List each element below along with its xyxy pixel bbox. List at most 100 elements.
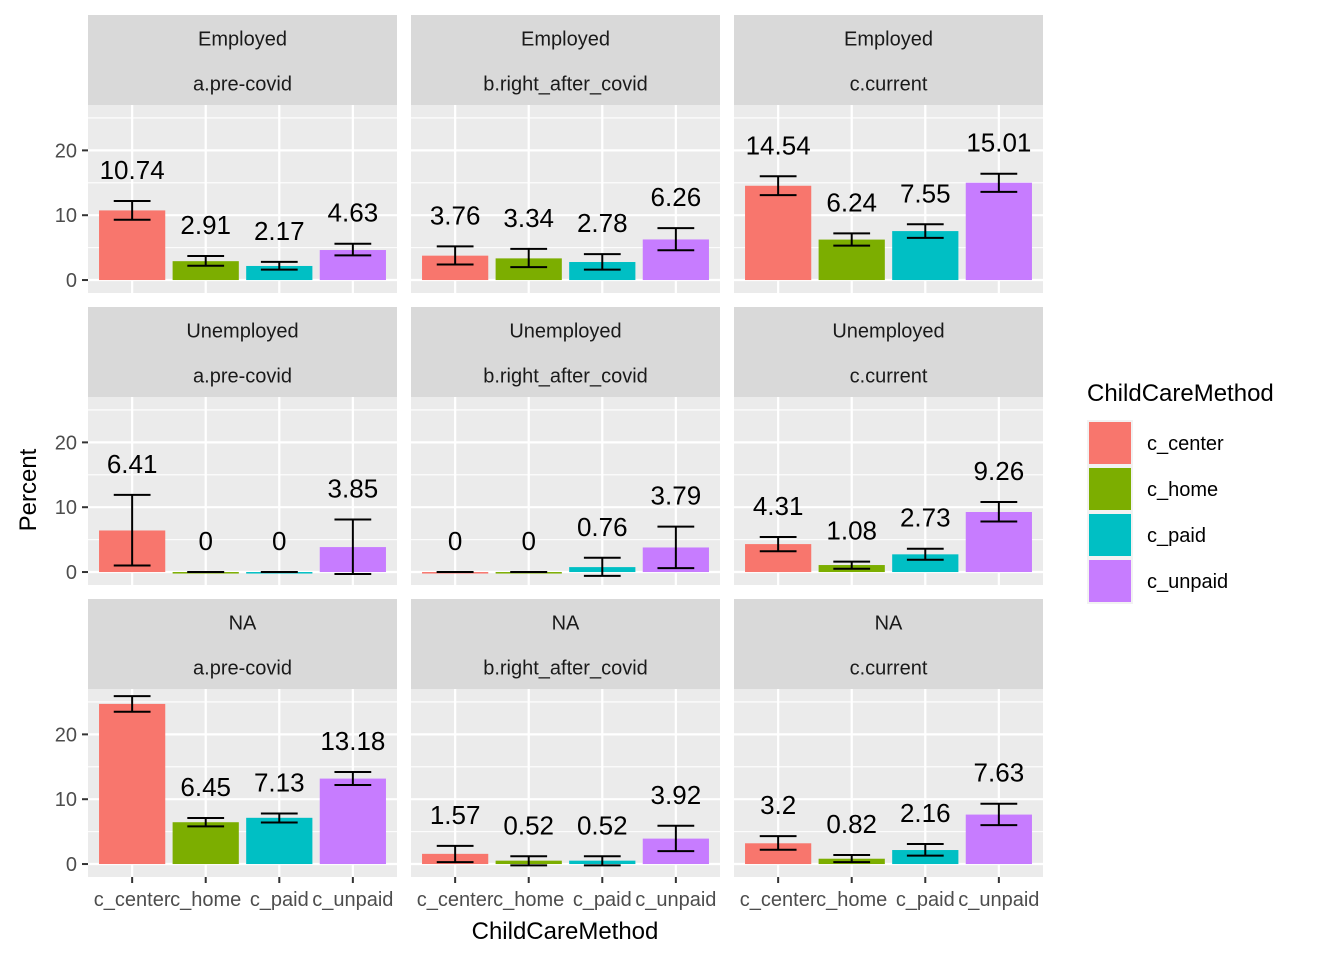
- x-tick-label: c_unpaid: [958, 889, 1039, 911]
- col-strip-label: c.current: [850, 74, 928, 96]
- data-label: 2.16: [900, 798, 951, 828]
- legend-entry-c_unpaid: c_unpaid: [1087, 558, 1228, 604]
- panel: Employed a.pre-covid 10.74 2.91 2.17 4.63: [88, 15, 397, 293]
- data-label: 1.57: [430, 800, 481, 830]
- error-bar-c_paid: [260, 260, 298, 271]
- bar-c_unpaid: [965, 182, 1032, 281]
- row-strip-label: NA: [229, 613, 257, 635]
- legend-label: c_paid: [1147, 525, 1206, 547]
- x-axis-title: ChildCareMethod: [472, 918, 659, 945]
- bar-c_paid: [892, 231, 959, 281]
- error-bar-c_center: [113, 695, 151, 713]
- panel: NA b.right_after_covid 1.57 0.52 0.52 3.92: [411, 599, 720, 877]
- row-strip: [88, 307, 397, 352]
- row-strip: [411, 599, 720, 644]
- data-label: 0.52: [503, 810, 554, 840]
- error-bar-c_unpaid: [980, 172, 1018, 193]
- error-bar-c_center: [436, 844, 474, 864]
- legend-swatch: [1089, 514, 1131, 556]
- row-strip-label: Unemployed: [186, 321, 298, 343]
- x-tick-label: c_unpaid: [312, 889, 393, 911]
- legend: ChildCareMethod c_center c_home c_paid c_un…: [1087, 380, 1274, 604]
- col-strip-label: b.right_after_covid: [483, 74, 648, 96]
- error-bar-c_home: [833, 232, 871, 247]
- row-strip: [734, 15, 1043, 60]
- error-bar-c_unpaid: [334, 770, 372, 786]
- col-strip-label: a.pre-covid: [193, 366, 292, 388]
- error-bar-c_paid: [583, 855, 621, 867]
- legend-label: c_center: [1147, 433, 1224, 455]
- y-tick-label: 20: [55, 140, 77, 162]
- error-bar-c_paid: [583, 253, 621, 271]
- data-label: 3.2: [760, 790, 796, 820]
- data-label: 2.78: [577, 208, 628, 238]
- data-label: 4.63: [328, 198, 379, 228]
- panel: Unemployed c.current 4.31 1.08 2.73 9.26: [734, 307, 1043, 585]
- data-label: 4.31: [753, 491, 804, 521]
- col-strip-label: c.current: [850, 658, 928, 680]
- x-tick-label: c_home: [816, 889, 887, 911]
- error-bar-c_center: [436, 245, 474, 266]
- data-label: 2.91: [180, 210, 231, 240]
- row-strip-label: Employed: [198, 29, 287, 51]
- error-bar-c_paid: [260, 812, 298, 824]
- y-tick-label: 20: [55, 724, 77, 746]
- col-strip-label: b.right_after_covid: [483, 658, 648, 680]
- error-bar-c_home: [187, 817, 225, 828]
- bar-c_paid: [569, 262, 636, 281]
- data-label: 6.45: [180, 772, 231, 802]
- error-bar-c_paid: [906, 842, 944, 857]
- data-label: 6.24: [826, 187, 877, 217]
- y-tick-label: 10: [55, 497, 77, 519]
- col-strip: [734, 352, 1043, 397]
- x-tick-label: c_center: [740, 889, 817, 911]
- data-label: 3.85: [328, 474, 379, 504]
- col-strip: [411, 644, 720, 689]
- col-strip-label: a.pre-covid: [193, 74, 292, 96]
- x-tick-label: c_center: [94, 889, 171, 911]
- error-bar-c_home: [510, 247, 548, 269]
- data-label: 2.73: [900, 503, 951, 533]
- col-strip: [411, 352, 720, 397]
- panel: Employed c.current 14.54 6.24 7.55 15.01: [734, 15, 1043, 293]
- legend-swatch: [1089, 422, 1131, 464]
- col-strip: [88, 60, 397, 105]
- error-bar-c_home: [833, 853, 871, 864]
- col-strip: [411, 60, 720, 105]
- error-bar-c_home: [187, 255, 225, 267]
- legend-label: c_home: [1147, 479, 1218, 501]
- row-strip-label: Unemployed: [509, 321, 621, 343]
- data-label: 6.41: [107, 449, 158, 479]
- x-tick-label: c_unpaid: [635, 889, 716, 911]
- data-label: 7.63: [974, 758, 1025, 788]
- bar-c_center: [99, 703, 166, 865]
- data-label: 3.76: [430, 200, 481, 230]
- data-label: 14.54: [746, 130, 811, 160]
- error-bar-c_paid: [583, 556, 621, 577]
- error-bar-c_paid: [906, 547, 944, 561]
- legend-entries: c_center c_home c_paid c_unpaid: [1087, 420, 1228, 604]
- legend-entry-c_home: c_home: [1087, 466, 1218, 512]
- data-label: 9.26: [974, 456, 1025, 486]
- error-bar-c_center: [113, 199, 151, 221]
- legend-swatch: [1089, 560, 1131, 602]
- error-bar-c_unpaid: [657, 525, 695, 570]
- data-label: 0.82: [826, 809, 877, 839]
- col-strip: [734, 644, 1043, 689]
- error-bar-c_center: [759, 536, 797, 553]
- error-bar-c_unpaid: [657, 227, 695, 252]
- bar-c_center: [99, 210, 166, 281]
- row-strip-label: Employed: [844, 29, 933, 51]
- legend-swatch: [1089, 468, 1131, 510]
- bar-c_paid: [892, 850, 959, 865]
- error-bar-c_unpaid: [980, 802, 1018, 827]
- data-label: 15.01: [966, 128, 1031, 158]
- data-label: 1.08: [826, 516, 877, 546]
- panel: NA c.current 3.2 0.82 2.16 7.63: [734, 599, 1043, 877]
- x-tick-label: c_home: [493, 889, 564, 911]
- row-strip: [734, 599, 1043, 644]
- row-strip: [411, 307, 720, 352]
